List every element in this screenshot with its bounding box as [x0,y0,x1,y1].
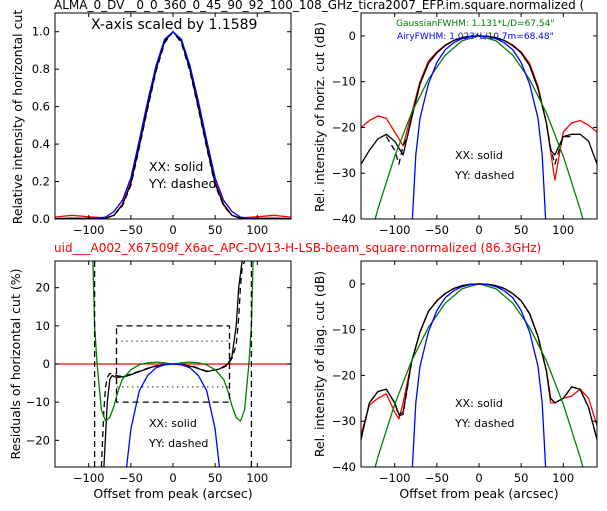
panel-top-left-xx-note: XX: solid [149,159,203,174]
panel-bottom-left-xx-note: XX: solid [149,417,197,430]
bottom-left-ytick-label: 20 [35,281,50,295]
bottom-left-ytick-label: 10 [35,319,50,333]
top-right-xtick-label: 50 [514,223,529,237]
bottom-left-series-5-black-dashed-box [115,325,231,403]
bottom-right-xtick-label: −50 [425,471,449,485]
top-left-ytick-label: 1.0 [32,25,50,39]
top-left-xtick-label: −50 [119,223,143,237]
top-right-ytick-label: −40 [332,212,356,226]
bottom-right-xtick-label: 0 [475,471,482,485]
mid-title: uid___A002_X67509f_X6ac_APC-DV13-H-LSB-b… [54,241,541,255]
panel-bottom-right: Rel. intensity of diag. cut (dB) Offset … [312,260,598,501]
bottom-left-xtick-label: 0 [169,471,176,485]
panel-bottom-right-xlabel: Offset from peak (arcsec) [399,486,558,501]
bottom-right-ytick-label: −30 [332,414,356,428]
panel-bottom-left: Residuals of horizontal cut (%) Offset f… [8,260,292,501]
bottom-right-xtick-label: −100 [379,471,411,485]
top-left-xtick-label: 50 [208,223,223,237]
top-right-xtick-label: 100 [552,223,574,237]
bottom-right-ytick-label: −10 [332,323,356,337]
top-right-xtick-label: 0 [475,223,482,237]
plot-area-bottom-left [55,261,291,467]
bottom-left-xtick-label: −50 [119,471,143,485]
bottom-right-ytick-label: −20 [332,368,356,382]
top-right-ytick-label: −30 [332,166,356,180]
legend-gaussian: GaussianFWHM: 1.131*L/D=67.54" [396,19,554,29]
panel-bottom-left-xlabel: Offset from peak (arcsec) [93,486,252,501]
panel-bottom-right-xx-note: XX: solid [455,397,503,410]
top-right-ytick-label: −10 [332,75,356,89]
top-right-axes-frame [360,12,598,220]
panel-top-left: Relative intensity of horizontal cut X-a… [10,10,292,237]
bottom-right-series-4-blue-solid [411,283,547,467]
panel-top-left-ylabel: Relative intensity of horizontal cut [10,10,25,225]
plot-area-top-left [55,31,291,219]
panel-top-right-ylabel: Rel. intensity of horiz. cut (dB) [312,22,327,212]
panel-bottom-right-yy-note: YY: dashed [454,417,514,430]
bottom-left-ytick-label: −10 [26,395,50,409]
bottom-right-xtick-label: 100 [552,471,574,485]
bottom-left-ytick-label: 0 [43,357,50,371]
bottom-left-xtick-label: −100 [73,471,105,485]
panel-top-right: Rel. intensity of horiz. cut (dB) Gaussi… [312,12,598,237]
top-left-ytick-label: 0.8 [32,62,50,76]
panel-top-right-xx-note: XX: solid [455,149,503,162]
bottom-left-series-6-black-dotted-box [115,340,231,388]
bottom-left-xtick-label: 100 [246,471,268,485]
bottom-right-xtick-label: 50 [514,471,529,485]
top-right-ytick-label: −20 [332,120,356,134]
top-left-series-3-blue-solid [55,31,291,219]
bottom-right-ytick-label: 0 [349,277,356,291]
top-right-xtick-label: −50 [425,223,449,237]
panel-bottom-left-ylabel: Residuals of horizontal cut (%) [8,269,23,460]
top-right-series-4-blue-solid [411,35,547,219]
bottom-right-series-0-red-solid [361,283,597,436]
bottom-left-xtick-label: 50 [208,471,223,485]
bottom-left-ytick-label: −20 [26,433,50,447]
top-title: ALMA_0_DV__0_0_360_0_45_90_92_100_108_GH… [54,0,584,12]
top-left-xtick-label: −100 [73,223,105,237]
panel-top-left-yy-note: YY: dashed [148,176,216,191]
top-right-xtick-label: −100 [379,223,411,237]
bottom-left-series-4-blue-solid [125,363,221,467]
top-left-ytick-label: 0.6 [32,100,50,114]
bottom-right-ytick-label: −40 [332,460,356,474]
bottom-right-axes-frame [360,260,598,468]
top-left-xtick-label: 100 [246,223,268,237]
top-right-series-2-black-dashed [385,35,572,165]
top-right-ytick-label: 0 [349,29,356,43]
top-left-xtick-label: 0 [169,223,176,237]
top-left-ytick-label: 0.2 [32,175,50,189]
plot-area-top-right [361,35,597,219]
top-left-ytick-label: 0.4 [32,137,50,151]
plot-area-bottom-right [361,283,597,467]
panel-bottom-left-yy-note: YY: dashed [148,437,208,450]
top-left-ytick-label: 0.0 [32,212,50,226]
panel-bottom-right-ylabel: Rel. intensity of diag. cut (dB) [312,271,327,457]
panel-top-right-yy-note: YY: dashed [454,169,514,182]
panel-top-left-scale-note: X-axis scaled by 1.1589 [91,17,257,33]
